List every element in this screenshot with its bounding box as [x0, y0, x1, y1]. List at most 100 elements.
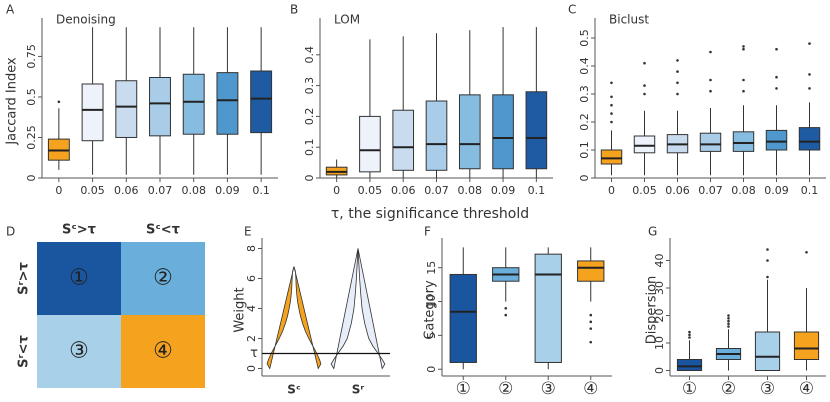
outlier	[688, 333, 691, 337]
x-tick-label: 0.1	[801, 184, 819, 197]
box	[425, 100, 448, 171]
outlier	[805, 250, 808, 254]
box	[577, 260, 605, 282]
y-tick-label: 0	[303, 175, 316, 182]
box	[492, 94, 514, 170]
x-tick-label: ②	[498, 379, 513, 399]
outlier	[808, 87, 811, 90]
x-tick-label: 0.08	[731, 184, 756, 197]
x-tick-label: ①	[456, 379, 471, 399]
box	[449, 273, 477, 363]
y-tick-label: 2	[245, 335, 258, 342]
outlier	[742, 89, 745, 93]
box	[754, 331, 781, 371]
outlier	[808, 73, 811, 76]
y-tick-label: 15	[425, 261, 438, 275]
y-tick-label: 30	[653, 281, 666, 295]
outlier	[727, 325, 730, 328]
outlier	[766, 275, 769, 279]
row-header: Sʳ<τ	[17, 335, 32, 368]
y-tick-label: 0.75	[25, 44, 38, 69]
y-tick-label: 0	[425, 366, 438, 373]
y-tick-label: 0.5	[578, 29, 591, 47]
outlier	[589, 320, 593, 324]
matrix-cell	[37, 242, 121, 315]
outlier	[589, 313, 593, 317]
violin-half	[357, 248, 386, 370]
x-tick-label: 0.1	[528, 184, 546, 197]
box	[765, 129, 788, 151]
panel-label: D	[6, 225, 15, 239]
outlier	[643, 84, 646, 87]
outlier	[727, 322, 730, 326]
y-tick-label: 4	[245, 305, 258, 312]
x-tick-label: 0.07	[424, 184, 449, 197]
outlier	[610, 120, 613, 124]
shared-x-label: τ, the significance threshold	[331, 206, 529, 222]
outlier	[643, 92, 646, 96]
outlier	[504, 313, 508, 317]
y-tick-label: 6	[245, 275, 258, 282]
x-tick-label: 0.05	[80, 184, 105, 197]
violin-half	[330, 248, 359, 370]
y-tick-label: 0.25	[25, 125, 38, 150]
box	[359, 115, 381, 173]
cell-label: ③	[69, 339, 89, 364]
outlier	[589, 327, 593, 330]
x-tick-label: ③	[760, 379, 775, 399]
box	[534, 253, 562, 363]
outlier	[676, 81, 679, 85]
x-tick-label: 0.09	[215, 184, 240, 197]
panel-title: LOM	[334, 13, 360, 27]
outlier	[775, 75, 778, 79]
outlier	[57, 100, 61, 104]
panel-label: F	[424, 225, 431, 239]
box	[81, 83, 104, 142]
outlier	[742, 47, 745, 51]
outlier	[676, 92, 679, 96]
outlier	[709, 50, 712, 54]
outlier	[709, 78, 712, 82]
box	[149, 76, 171, 137]
panel-label: C	[568, 3, 576, 17]
panel-label: G	[648, 225, 657, 239]
box	[732, 131, 755, 152]
box	[600, 149, 623, 165]
x-tick-label: 0.07	[148, 184, 173, 197]
row-header: Sʳ>τ	[17, 262, 32, 295]
threshold-label: τ	[250, 346, 258, 361]
x-tick-label: 0.1	[252, 184, 270, 197]
y-tick-label: 20	[653, 309, 666, 323]
outlier	[727, 316, 730, 320]
violin-half	[266, 266, 295, 370]
y-tick-label: 0	[245, 365, 258, 372]
outlier	[766, 248, 769, 251]
panel-label: B	[290, 3, 298, 17]
x-tick-label: ①	[682, 379, 697, 399]
violin-half	[293, 266, 322, 370]
box	[115, 80, 138, 138]
outlier	[688, 336, 691, 339]
y-tick-label: 0.3	[303, 77, 316, 95]
outlier	[709, 89, 712, 93]
x-tick-label: Sʳ	[352, 383, 365, 397]
box	[250, 70, 273, 134]
outlier	[643, 61, 646, 65]
outlier	[775, 47, 778, 51]
y-tick-label: 0.4	[578, 57, 591, 75]
outlier	[727, 319, 730, 323]
y-tick-label: 0.1	[303, 138, 316, 156]
box	[182, 73, 205, 135]
box	[798, 127, 821, 151]
y-tick-label: 5	[425, 332, 438, 339]
y-tick-label: 0.3	[578, 85, 591, 103]
y-tick-label: 0	[25, 175, 38, 182]
x-tick-label: 0.06	[114, 184, 139, 197]
outlier	[727, 314, 730, 317]
cell-label: ①	[69, 266, 89, 291]
x-tick-label: 0.07	[698, 184, 723, 197]
box	[392, 109, 415, 171]
y-tick-label: 10	[653, 336, 666, 350]
x-tick-label: 0.05	[358, 184, 383, 197]
y-tick-label: 0.1	[578, 141, 591, 159]
